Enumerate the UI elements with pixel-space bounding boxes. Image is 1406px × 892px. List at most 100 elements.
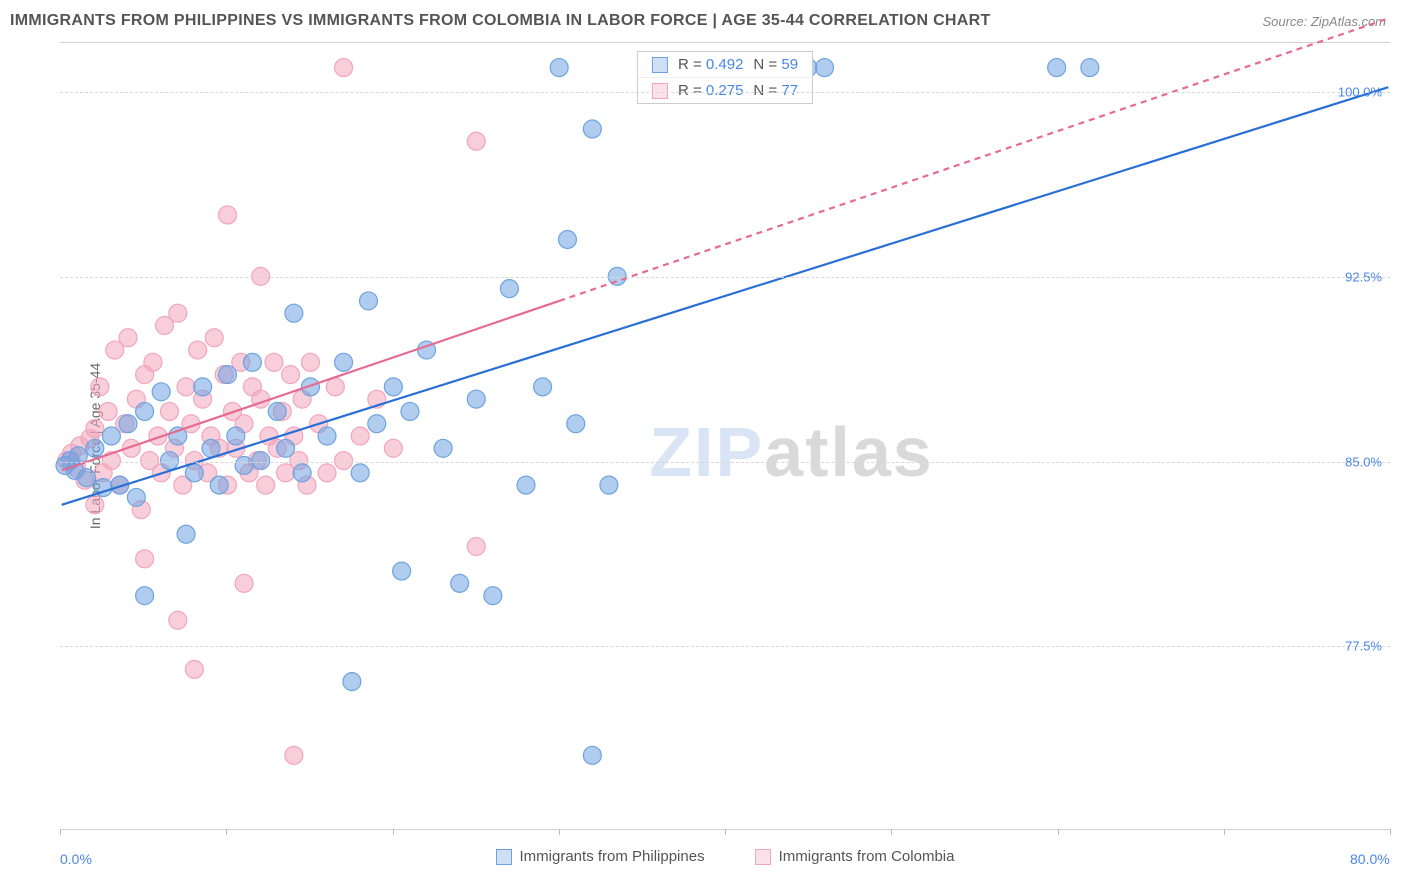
data-point [351,464,369,482]
x-tick-label: 80.0% [1350,851,1390,867]
x-tick-mark [60,829,61,835]
data-point [282,366,300,384]
x-tick-mark [559,829,560,835]
data-point [205,329,223,347]
data-point [816,59,834,77]
data-point [285,304,303,322]
data-point [235,574,253,592]
data-point [202,439,220,457]
stat-n-value-2: 77 [781,82,798,99]
legend-stats-row-1: R = 0.492 N = 59 [638,52,812,77]
data-point [219,366,237,384]
data-point [484,587,502,605]
plot-area: ZIPatlas R = 0.492 N = 59 R = 0.275 N = … [60,42,1390,830]
data-point [301,353,319,371]
data-point [91,378,109,396]
data-point [517,476,535,494]
data-point [335,353,353,371]
y-tick-label: 85.0% [1345,454,1382,469]
data-point [583,746,601,764]
data-point [434,439,452,457]
legend-stats: R = 0.492 N = 59 R = 0.275 N = 77 [637,51,813,104]
stat-r-label: R = 0.275 [678,82,743,99]
data-point [99,402,117,420]
data-point [558,231,576,249]
gridline-h [60,92,1390,93]
data-point [235,456,253,474]
data-point [243,353,261,371]
legend-item-philippines: Immigrants from Philippines [496,848,705,865]
data-point [1081,59,1099,77]
x-tick-mark [1058,829,1059,835]
data-point [277,439,295,457]
data-point [144,353,162,371]
stat-r-value-2: 0.275 [706,82,744,99]
data-point [351,427,369,445]
data-point [136,402,154,420]
legend-item-colombia: Immigrants from Colombia [755,848,955,865]
data-point [359,292,377,310]
data-point [268,402,286,420]
stat-r-value-1: 0.492 [706,56,744,73]
data-point [252,452,270,470]
data-point [451,574,469,592]
swatch-colombia-icon [755,849,771,865]
data-point [189,341,207,359]
x-tick-mark [393,829,394,835]
data-point [219,206,237,224]
legend-bottom: Immigrants from Philippines Immigrants f… [60,848,1390,865]
y-tick-label: 77.5% [1345,639,1382,654]
swatch-philippines-icon [496,849,512,865]
data-point [343,673,361,691]
data-point [335,452,353,470]
data-point [257,476,275,494]
stat-n-label: N = 59 [753,56,798,73]
trend-line [62,87,1389,505]
data-point [136,587,154,605]
data-point [467,132,485,150]
data-point [393,562,411,580]
data-point [583,120,601,138]
data-point [169,304,187,322]
data-point [550,59,568,77]
data-point [401,402,419,420]
data-point [177,525,195,543]
data-point [1048,59,1066,77]
data-point [500,280,518,298]
data-point [185,660,203,678]
y-tick-label: 92.5% [1345,269,1382,284]
data-point [119,415,137,433]
data-point [127,488,145,506]
x-tick-mark [226,829,227,835]
stat-r-label: R = 0.492 [678,56,743,73]
data-point [467,390,485,408]
stat-n-label: N = 77 [753,82,798,99]
x-tick-mark [1390,829,1391,835]
legend-stats-row-2: R = 0.275 N = 77 [638,77,812,103]
data-point [136,550,154,568]
data-point [119,329,137,347]
data-point [210,476,228,494]
x-tick-mark [891,829,892,835]
data-point [285,746,303,764]
gridline-h [60,462,1390,463]
data-point [293,464,311,482]
data-point [169,611,187,629]
chart-title: IMMIGRANTS FROM PHILIPPINES VS IMMIGRANT… [10,12,991,30]
y-tick-label: 100.0% [1338,85,1382,100]
data-point [384,439,402,457]
data-point [78,469,96,487]
data-point [318,464,336,482]
data-point [194,378,212,396]
data-point [318,427,336,445]
data-point [600,476,618,494]
data-point [86,496,104,514]
data-point [265,353,283,371]
data-point [368,415,386,433]
legend-label-philippines: Immigrants from Philippines [520,848,705,865]
title-bar: IMMIGRANTS FROM PHILIPPINES VS IMMIGRANT… [0,0,1406,42]
chart-container: IMMIGRANTS FROM PHILIPPINES VS IMMIGRANT… [0,0,1406,892]
svg-layer [60,43,1390,829]
stat-n-value-1: 59 [781,56,798,73]
x-tick-label: 0.0% [60,851,92,867]
